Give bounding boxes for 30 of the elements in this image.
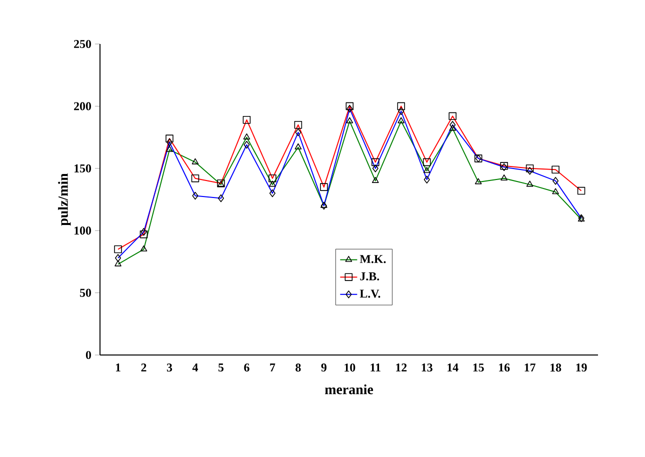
- x-axis-title: meranie: [324, 384, 374, 394]
- x-tick-label: 10: [344, 364, 356, 372]
- y-axis-title: pulz/min: [58, 173, 71, 226]
- y-tick-label: 250: [74, 40, 92, 48]
- x-tick-label: 11: [370, 364, 380, 372]
- y-tick-label: 200: [74, 102, 92, 110]
- y-tick-label: 0: [86, 350, 92, 360]
- x-tick-label: 5: [218, 364, 224, 372]
- x-tick-label: 12: [396, 364, 407, 372]
- legend-label: J.B.: [360, 272, 380, 280]
- x-tick-label: 9: [321, 364, 326, 372]
- x-tick-label: 16: [499, 364, 510, 372]
- x-tick-label: 7: [270, 364, 276, 372]
- x-tick-label: 1: [116, 364, 120, 372]
- y-tick-label: 150: [74, 164, 92, 172]
- x-tick-label: 3: [166, 364, 172, 372]
- y-tick-label: 100: [74, 226, 92, 235]
- legend-label: L.V.: [360, 290, 380, 298]
- x-tick-label: 8: [296, 364, 301, 372]
- x-tick-label: 14: [448, 364, 458, 372]
- x-tick-label: 13: [422, 364, 432, 372]
- x-tick-label: 18: [550, 364, 562, 372]
- x-tick-label: 15: [473, 364, 484, 372]
- x-tick-label: 2: [141, 364, 146, 372]
- x-tick-label: 4: [192, 364, 198, 372]
- x-tick-label: 17: [524, 364, 536, 372]
- x-tick-label: 19: [576, 364, 587, 372]
- y-tick-label: 50: [80, 288, 92, 297]
- legend-label: M.K.: [360, 255, 386, 264]
- x-tick-label: 6: [244, 364, 250, 372]
